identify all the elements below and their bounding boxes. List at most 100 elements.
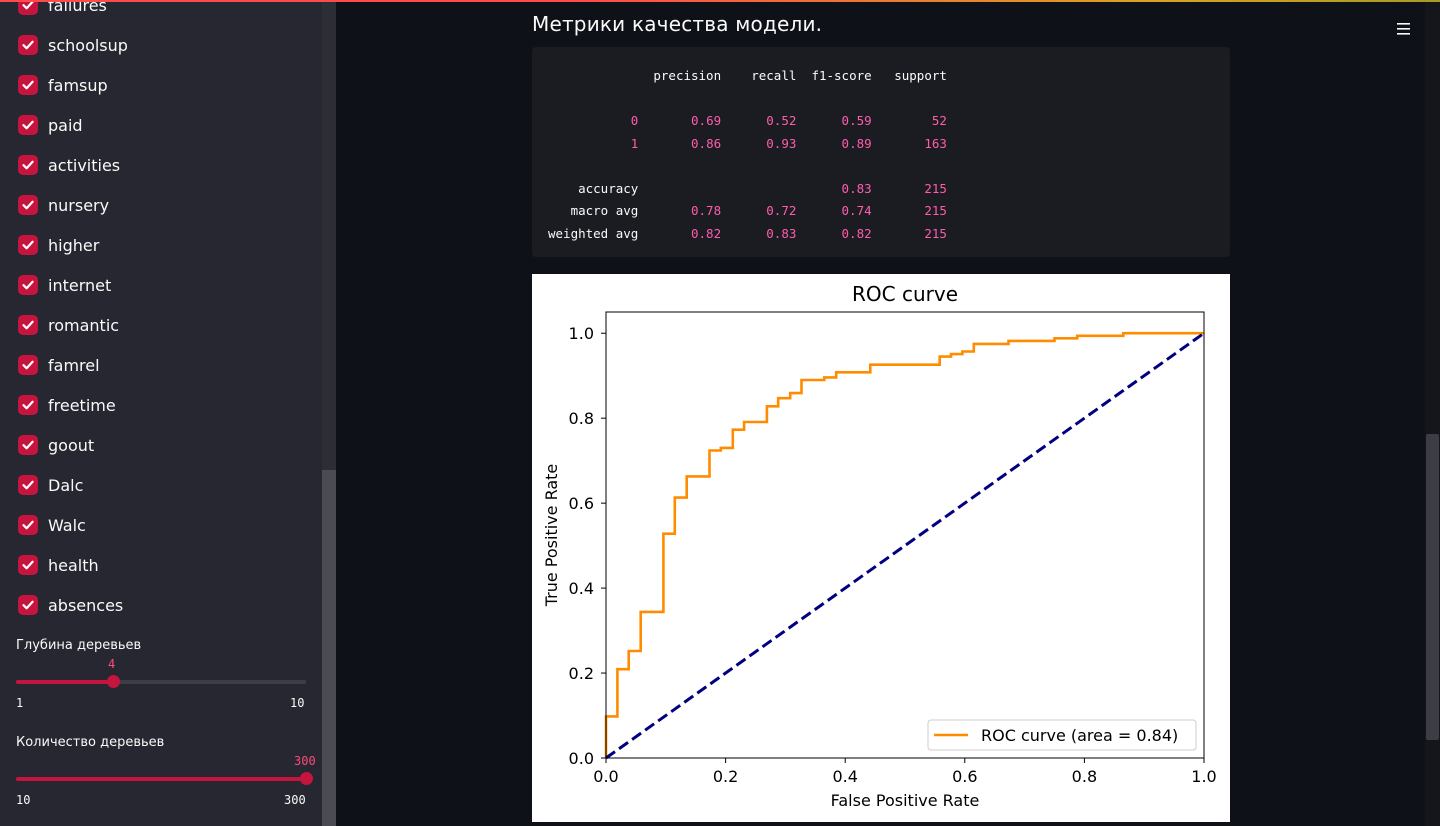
report-cell: 0.83	[841, 180, 872, 196]
feature-checkbox-schoolsup[interactable]: schoolsup	[18, 34, 128, 56]
report-header-cell: recall	[751, 68, 797, 83]
report-cell: 163	[924, 135, 947, 151]
depth-slider-thumb[interactable]	[107, 675, 120, 688]
checkmark-icon[interactable]	[18, 35, 38, 55]
chart-title: ROC curve	[852, 282, 958, 306]
checkmark-icon[interactable]	[18, 75, 38, 95]
feature-checkbox-label: activities	[48, 155, 121, 175]
feature-checkbox-label: Dalc	[48, 475, 84, 495]
checkmark-icon[interactable]	[18, 435, 38, 455]
report-row-label: accuracy	[578, 180, 639, 196]
report-row-label: weighted avg	[548, 225, 639, 241]
legend-label: ROC curve (area = 0.84)	[981, 726, 1178, 745]
checkmark-icon[interactable]	[18, 235, 38, 255]
x-tick-label: 0.4	[832, 767, 857, 786]
report-header-cell: precision	[653, 68, 722, 83]
feature-checkbox-romantic[interactable]: romantic	[18, 314, 119, 336]
feature-checkbox-label: famrel	[48, 355, 100, 375]
checkmark-icon[interactable]	[18, 395, 38, 415]
depth-slider-fill	[16, 680, 113, 684]
depth-slider-value: 4	[108, 657, 116, 671]
trees-slider-label: Количество деревьев	[16, 735, 165, 750]
checkmark-icon[interactable]	[18, 195, 38, 215]
page-title: Метрики качества модели.	[532, 12, 823, 36]
x-tick-label: 0.0	[593, 767, 618, 786]
feature-checkbox-health[interactable]: health	[18, 554, 99, 576]
sidebar: failures schoolsup famsup paid activities nur…	[0, 0, 336, 826]
x-tick-label: 0.6	[952, 767, 977, 786]
feature-checkbox-nursery[interactable]: nursery	[18, 194, 109, 216]
checkmark-icon[interactable]	[18, 0, 38, 15]
hamburger-menu-icon[interactable]	[1394, 20, 1414, 38]
roc-curve-line	[604, 331, 1204, 758]
trees-slider-min: 10	[16, 793, 31, 807]
classification-report: precision recall f1-score support 0 0.69…	[532, 47, 1230, 257]
y-tick-label: 0.6	[569, 494, 594, 513]
chance-diagonal-line	[605, 331, 1205, 760]
feature-checkbox-goout[interactable]: goout	[18, 434, 94, 456]
feature-checkbox-label: internet	[48, 275, 112, 295]
trees-slider-value: 300	[294, 754, 316, 768]
feature-checkbox-famrel[interactable]: famrel	[18, 354, 100, 376]
report-row-label: 1	[630, 135, 639, 151]
report-cell: 0.82	[841, 225, 872, 241]
feature-checkbox-higher[interactable]: higher	[18, 234, 99, 256]
y-tick-label: 0.8	[569, 409, 594, 428]
checkmark-icon[interactable]	[18, 115, 38, 135]
y-tick-label: 1.0	[569, 324, 594, 343]
checkmark-icon[interactable]	[18, 315, 38, 335]
feature-checkbox-label: paid	[48, 115, 83, 135]
depth-slider-max: 10	[290, 696, 305, 710]
checkmark-icon[interactable]	[18, 155, 38, 175]
feature-checkbox-paid[interactable]: paid	[18, 114, 83, 136]
feature-checkbox-label: Walc	[48, 515, 86, 535]
report-cell: 0.52	[766, 113, 797, 128]
report-cell: 0.59	[841, 113, 872, 128]
checkmark-icon[interactable]	[18, 595, 38, 615]
trees-slider-fill	[16, 777, 306, 781]
depth-slider[interactable]	[16, 675, 306, 688]
feature-checkbox-label: failures	[48, 0, 107, 15]
depth-slider-label: Глубина деревьев	[16, 638, 142, 653]
y-tick-label: 0.2	[569, 664, 594, 683]
trees-slider[interactable]	[16, 772, 313, 785]
report-cell: 215	[924, 180, 947, 196]
report-row-label: macro avg	[570, 203, 639, 218]
feature-checkbox-dalc[interactable]: Dalc	[18, 474, 83, 496]
feature-checkbox-internet[interactable]: internet	[18, 274, 111, 296]
x-tick-label: 0.8	[1072, 767, 1097, 786]
checkmark-icon[interactable]	[18, 475, 38, 495]
trees-slider-thumb[interactable]	[300, 772, 313, 785]
feature-checkbox-absences[interactable]: absences	[18, 594, 123, 616]
x-axis-label: False Positive Rate	[831, 791, 980, 810]
roc-chart-svg: ROC curve 0.0 0.2 0.4 0.6 0.8 1.0 0.0 0.2 0.4 0.6 0…	[542, 282, 1217, 810]
classification-report-text: precision recall f1-score support 0 0.69…	[548, 65, 947, 245]
x-tick-label: 0.2	[713, 767, 738, 786]
y-tick-label: 0.4	[569, 579, 594, 598]
report-cell: 0.89	[841, 135, 872, 151]
plot-frame	[605, 311, 1205, 759]
feature-checkbox-label: goout	[48, 435, 95, 455]
report-row-label: 0	[630, 113, 639, 128]
feature-checkbox-famsup[interactable]: famsup	[18, 74, 108, 96]
feature-checkbox-activities[interactable]: activities	[18, 154, 120, 176]
main-scrollbar-thumb[interactable]	[1426, 434, 1439, 740]
sidebar-scrollbar-thumb[interactable]	[322, 470, 336, 826]
feature-checkbox-failures[interactable]: failures	[18, 0, 107, 16]
roc-chart: ROC curve 0.0 0.2 0.4 0.6 0.8 1.0 0.0 0.2 0.4 0.6 0…	[532, 274, 1230, 822]
feature-checkbox-walc[interactable]: Walc	[18, 514, 86, 536]
feature-checkbox-label: freetime	[48, 395, 116, 415]
feature-checkbox-label: nursery	[48, 195, 110, 215]
checkmark-icon[interactable]	[18, 275, 38, 295]
report-cell: 0.72	[766, 203, 797, 218]
checkmark-icon[interactable]	[18, 555, 38, 575]
checkmark-icon[interactable]	[18, 355, 38, 375]
depth-slider-min: 1	[16, 696, 24, 710]
feature-checkbox-freetime[interactable]: freetime	[18, 394, 116, 416]
checkmark-icon[interactable]	[18, 515, 38, 535]
report-cell: 52	[931, 113, 947, 128]
feature-checkbox-label: absences	[48, 595, 124, 615]
report-cell: 215	[924, 225, 947, 241]
feature-checkbox-label: health	[48, 555, 99, 575]
feature-checkbox-label: higher	[48, 235, 100, 255]
